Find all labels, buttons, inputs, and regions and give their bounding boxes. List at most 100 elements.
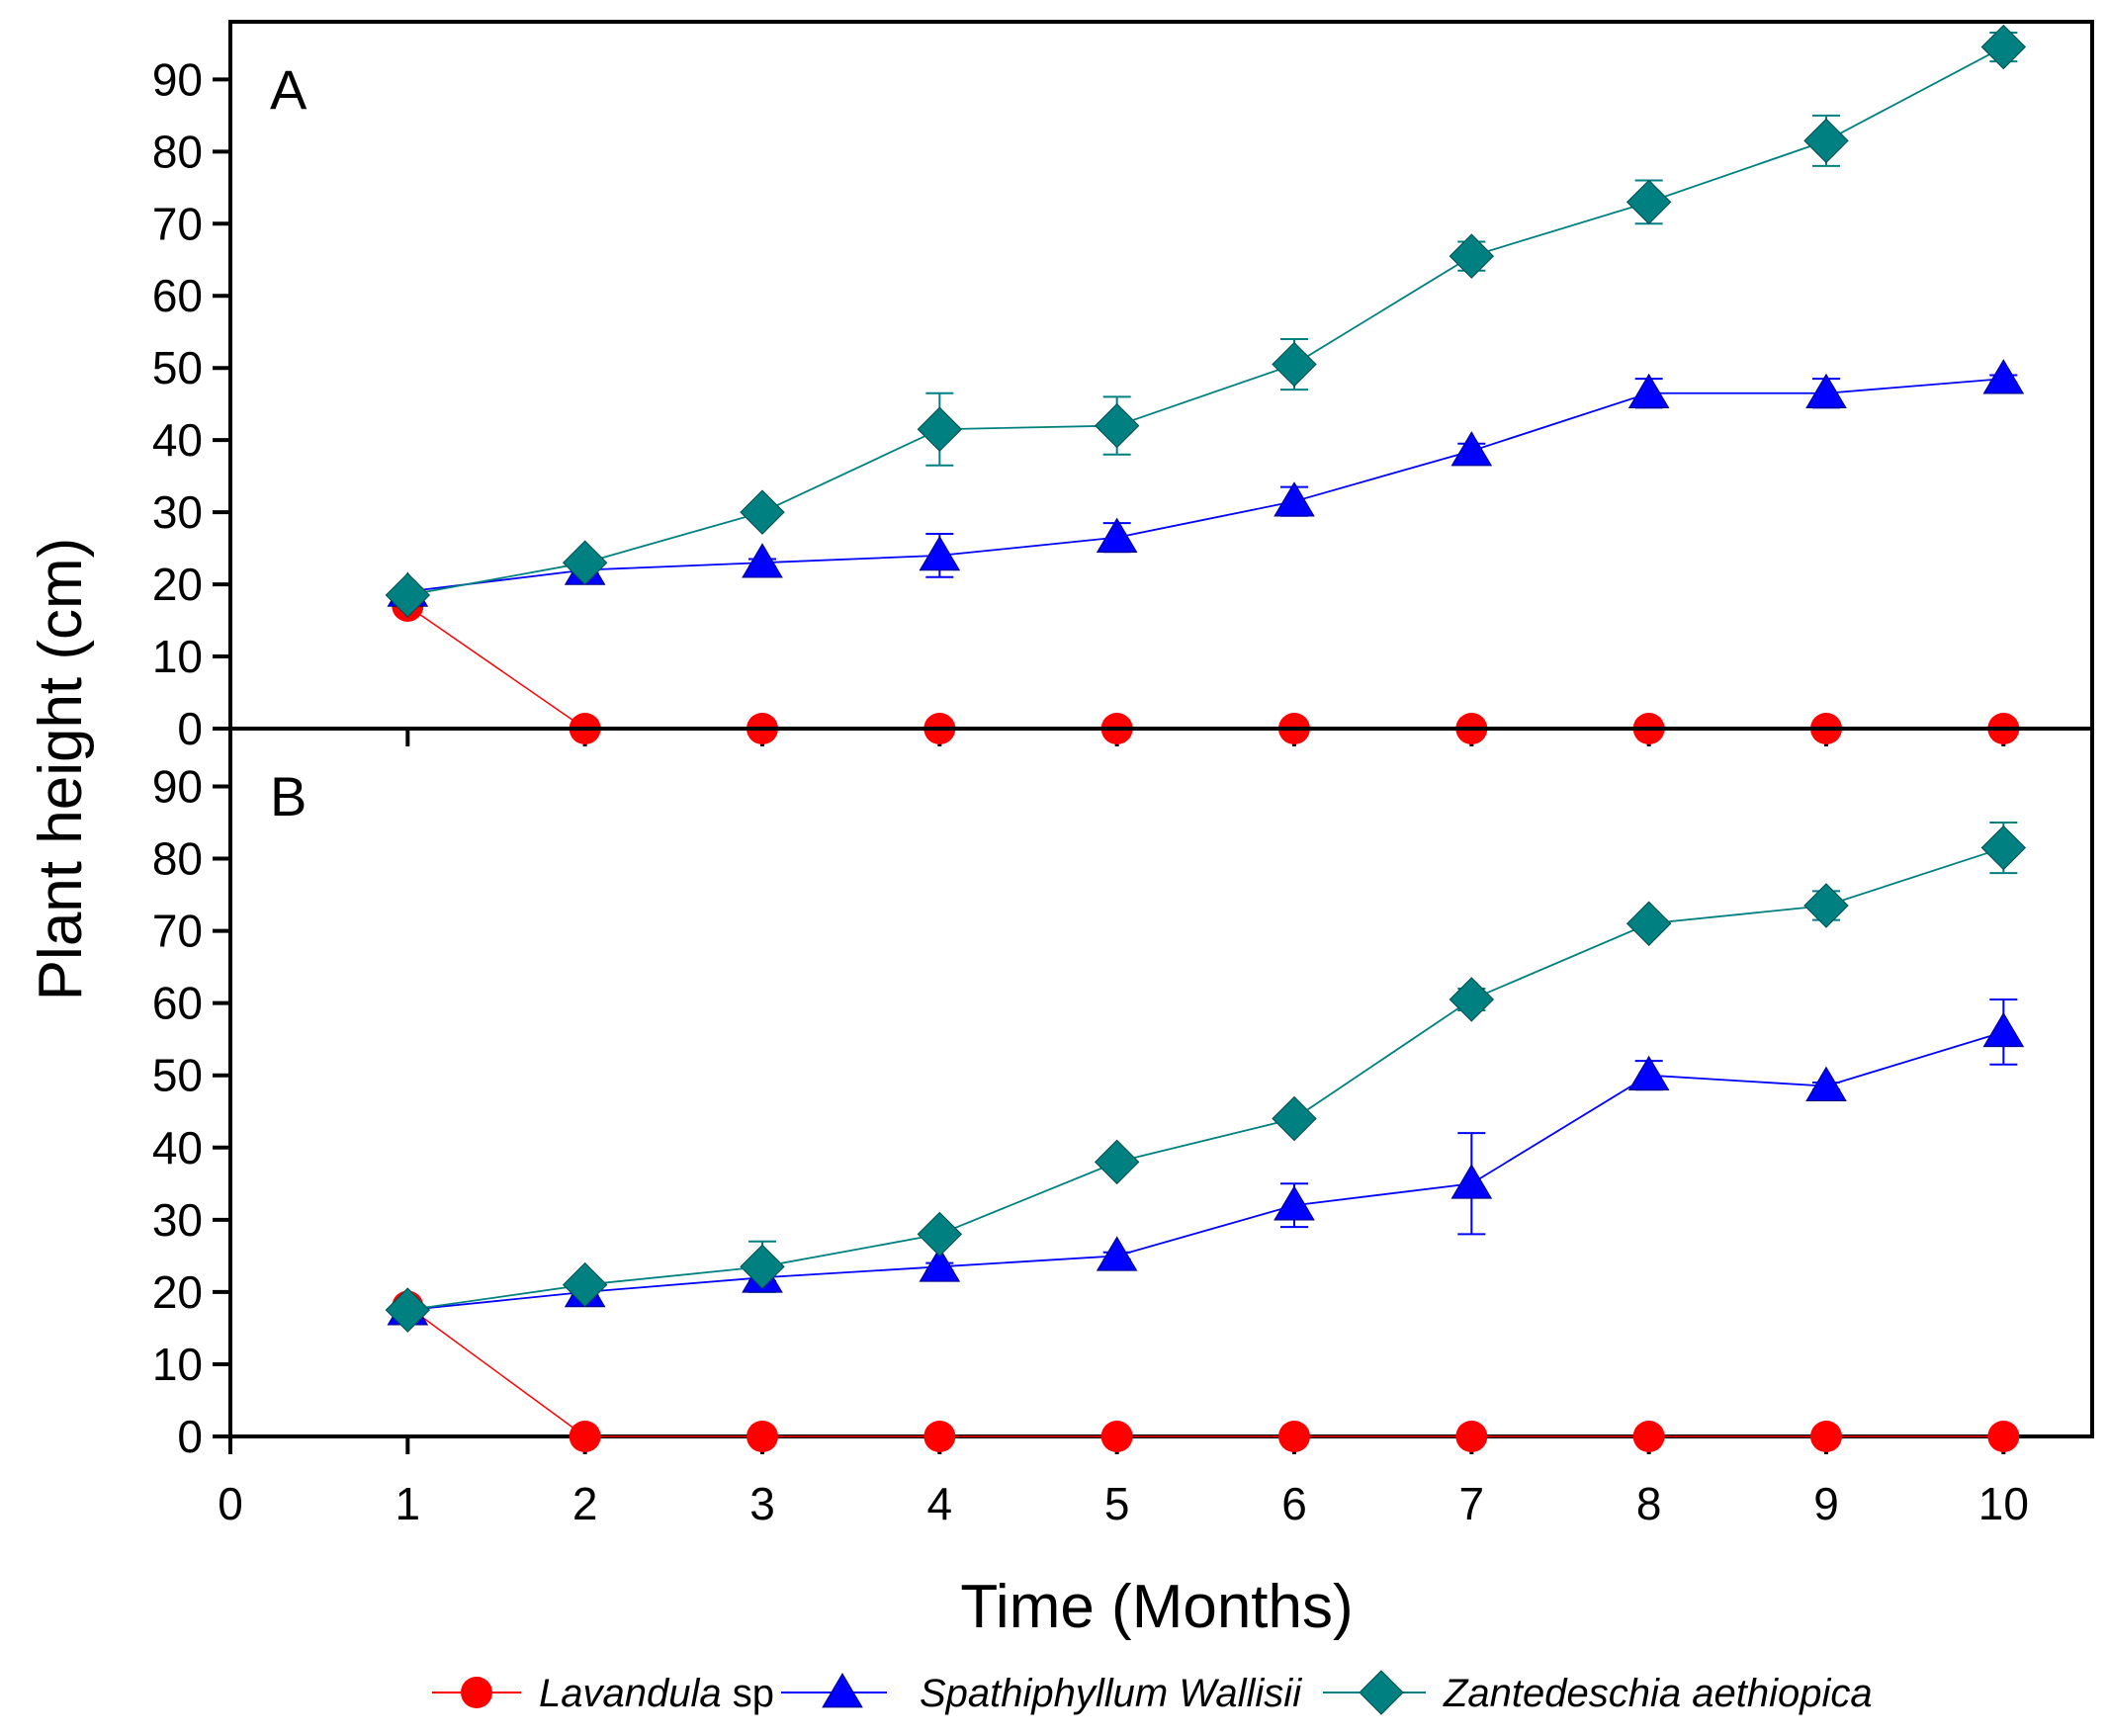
panel-b-series-lavandula-sp-point (569, 1421, 601, 1452)
panel-b-series-zantedeschia-aethiopica-point (1803, 883, 1849, 928)
x-axis: 0 1 2 3 4 5 6 7 8 9 10 (218, 1478, 2029, 1529)
panel-b-series-lavandula-sp-point (1987, 1421, 2020, 1452)
panel-a-y-tick-label: 0 (177, 703, 203, 754)
panel-b-label: B (270, 765, 307, 827)
panel-a-y-tick-label: 60 (152, 270, 203, 321)
panel-a-y-tick-label: 10 (152, 631, 203, 682)
panel-b-y-tick-label: 10 (152, 1339, 203, 1390)
legend-item-spathiphyllum-wallisii-label: Spathiphyllum Wallisii (920, 1672, 1302, 1715)
panel-b-series-zantedeschia-aethiopica-point (1094, 1139, 1140, 1185)
panel-b-series-spathiphyllum-wallisii-point (919, 1247, 961, 1282)
panel-b-series-spathiphyllum-wallisii-point (1450, 1164, 1493, 1199)
panel-b-series-lavandula-sp-point (1100, 1421, 1133, 1452)
panel-a-series-zantedeschia-aethiopica-point (385, 572, 431, 618)
panel-a-series-zantedeschia-aethiopica-point (1980, 24, 2027, 70)
legend-item-lavandula-label: Lavandula sp (539, 1672, 774, 1715)
legend-item-spathiphyllum-wallisii-name: Spathiphyllum Wallisii (920, 1672, 1302, 1715)
legend-item-zantedeschia-aethiopica-name: Zantedeschia aethiopica (1443, 1672, 1873, 1715)
panel-b-series-zantedeschia-aethiopica-point (1980, 825, 2027, 871)
panel-a-series-spathiphyllum-wallisii-point (1805, 373, 1847, 409)
panel-b-series-zantedeschia-aethiopica-point (740, 1244, 785, 1290)
panel-b-y-tick-label: 0 (177, 1411, 203, 1462)
panel-b-y-tick-label: 50 (152, 1050, 203, 1101)
panel-a-series-spathiphyllum-wallisii-point (1450, 431, 1493, 467)
panel-b-series-lavandula-sp-point (746, 1421, 778, 1452)
panel-a-series-spathiphyllum-wallisii-point (919, 535, 961, 571)
legend-item-zantedeschia-aethiopica-label: Zantedeschia aethiopica (1443, 1672, 1873, 1715)
legend-item-zantedeschia-aethiopica-marker (1359, 1670, 1404, 1715)
panel-b-y-tick-label: 60 (152, 978, 203, 1029)
panel-b-series-lavandula-sp-point (1632, 1421, 1665, 1452)
panel-a-series-zantedeschia-aethiopica-point (1625, 179, 1672, 225)
x-tick-label: 0 (218, 1478, 243, 1529)
panel-b-series-spathiphyllum-wallisii-point (1805, 1066, 1847, 1101)
panel-b-series-spathiphyllum-wallisii-point (1982, 1011, 2025, 1048)
panel-a-series-zantedeschia-aethiopica-point (1272, 341, 1317, 388)
panel-b-series-zantedeschia-aethiopica-point (1625, 901, 1672, 946)
panel-a-series-zantedeschia-aethiopica-point (1094, 402, 1140, 449)
panel-b-series-zantedeschia-aethiopica-point (385, 1287, 431, 1333)
panel-a-series-spathiphyllum-wallisii-point (1982, 359, 2025, 394)
panel-b-series-spathiphyllum-wallisii-point (1273, 1185, 1315, 1221)
panel-b-series-zantedeschia-aethiopica-line (407, 846, 2004, 1312)
panel-a-y-tick-label: 40 (152, 414, 203, 466)
panel-b: 0 10 20 30 40 50 60 70 80 90 B (152, 727, 2094, 1462)
panel-a-y-tick-label: 20 (152, 559, 203, 610)
x-tick-label: 9 (1813, 1478, 1839, 1529)
x-tick-label: 2 (572, 1478, 598, 1529)
panel-a-series-zantedeschia-aethiopica-line (407, 45, 2004, 596)
x-axis-title: Time (Months) (960, 1573, 1353, 1641)
x-tick-label: 10 (1978, 1478, 2029, 1529)
panel-a-series-spathiphyllum-wallisii-point (1627, 373, 1670, 409)
panel-b-y-tick-label: 20 (152, 1266, 203, 1318)
panel-b-y-tick-label: 90 (152, 760, 203, 812)
panel-b-y-tick-label: 70 (152, 906, 203, 957)
panel-b-y-tick-label: 30 (152, 1194, 203, 1246)
panel-a-y-tick-label: 70 (152, 198, 203, 249)
panel-a: 0 10 20 30 40 50 60 70 80 90 A (152, 20, 2094, 754)
panel-a-label: A (270, 58, 307, 121)
legend-item-lavandula-suffix: sp (722, 1672, 774, 1715)
panel-a-series-zantedeschia-aethiopica-point (1803, 118, 1849, 164)
x-tick-label: 8 (1636, 1478, 1662, 1529)
panel-a-series-lavandula-sp-line (406, 605, 2004, 730)
panel-a-series-zantedeschia-aethiopica-point (1449, 233, 1495, 279)
panel-b-series-zantedeschia-aethiopica-point (917, 1211, 963, 1258)
panel-a-series-zantedeschia-aethiopica-point (917, 406, 963, 452)
x-tick-label: 6 (1281, 1478, 1307, 1529)
panel-b-series-spathiphyllum-wallisii-line (407, 1030, 2004, 1312)
legend: Lavandula sp Spathiphyllum Wallisii Zanted… (432, 1670, 1873, 1715)
panel-b-series-zantedeschia-aethiopica-point (1272, 1095, 1317, 1142)
x-tick-label: 3 (749, 1478, 775, 1529)
x-tick-label: 4 (927, 1478, 953, 1529)
panel-b-series-lavandula-sp-point (1278, 1421, 1310, 1452)
panel-a-y-tick-label: 30 (152, 486, 203, 538)
panel-a-series-spathiphyllum-wallisii-point (1096, 517, 1138, 553)
panel-a-y-tick-label: 80 (152, 126, 203, 177)
legend-item-lavandula-name: Lavandula (539, 1672, 722, 1715)
panel-b-y-tick-label: 80 (152, 833, 203, 885)
panel-b-series-spathiphyllum-wallisii-point (1627, 1055, 1670, 1091)
panel-b-series-zantedeschia-aethiopica-point (1449, 977, 1495, 1022)
y-axis-title: Plant height (cm) (27, 538, 95, 1001)
panel-a-series-spathiphyllum-wallisii-line (407, 378, 2004, 593)
x-tick-label: 1 (395, 1478, 421, 1529)
panel-b-series-lavandula-sp-point (923, 1421, 956, 1452)
panel-a-series-zantedeschia-aethiopica-point (562, 540, 608, 585)
panel-a-series-spathiphyllum-wallisii-point (1273, 481, 1315, 517)
panel-a-y-tick-label: 50 (152, 342, 203, 393)
panel-a-series-spathiphyllum-wallisii-point (742, 543, 783, 578)
x-tick-label: 5 (1104, 1478, 1130, 1529)
x-tick-label: 7 (1459, 1478, 1485, 1529)
panel-b-series-zantedeschia-aethiopica-point (562, 1261, 608, 1308)
panel-a-y-tick-label: 90 (152, 53, 203, 105)
legend-item-lavandula-marker (461, 1677, 492, 1708)
panel-a-series-zantedeschia-aethiopica-point (740, 489, 785, 535)
panel-b-series-lavandula-sp-point (1455, 1421, 1488, 1452)
panel-b-series-spathiphyllum-wallisii-point (1096, 1236, 1138, 1271)
panel-b-y-tick-label: 40 (152, 1122, 203, 1173)
legend-item-spathiphyllum-wallisii-marker (822, 1673, 863, 1708)
panel-b-series-lavandula-sp-line (406, 1305, 2004, 1437)
panel-a-frame (228, 20, 2094, 731)
